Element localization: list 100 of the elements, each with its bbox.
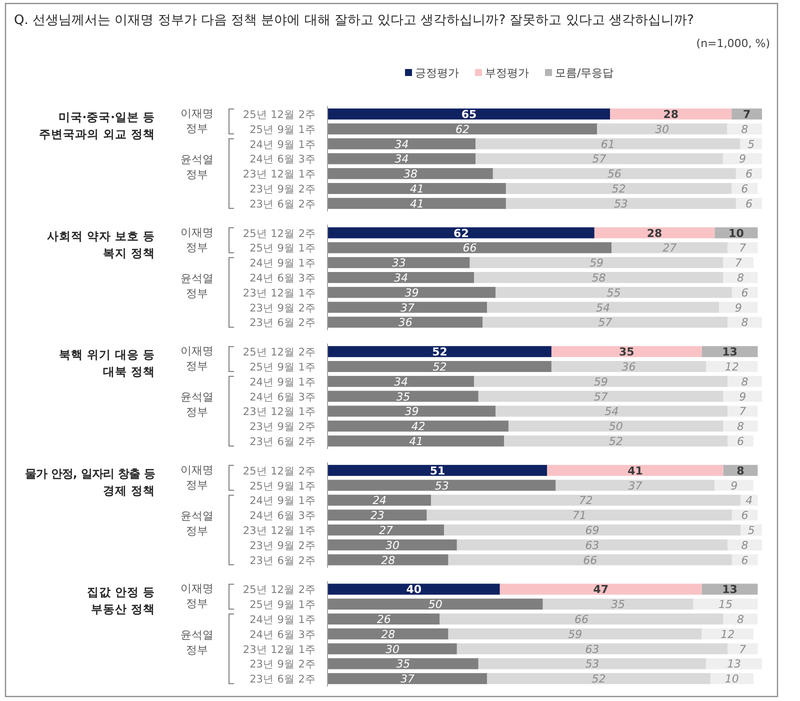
bar — [328, 554, 448, 566]
bar — [610, 108, 732, 120]
y-tick-label: 23년 9월 2주 — [250, 302, 316, 314]
y-tick-label: 23년 6월 2주 — [250, 198, 316, 210]
bar — [504, 436, 728, 446]
bar — [440, 614, 724, 624]
data-label: 9 — [730, 479, 738, 492]
y-tick-label: 23년 9월 2주 — [250, 421, 316, 434]
y-tick-label: 24년 9월 1주 — [250, 376, 316, 388]
data-label: 30 — [385, 642, 400, 656]
bar — [728, 539, 762, 550]
bar — [728, 376, 762, 387]
data-label: 30 — [655, 122, 670, 136]
chart-subtitle: (n=1,000, %) — [696, 37, 770, 50]
bar — [328, 361, 552, 372]
bar — [328, 673, 487, 684]
bar — [328, 198, 506, 209]
bar — [732, 108, 762, 120]
data-label: 30 — [385, 538, 400, 552]
text: 이재명 정부 — [180, 106, 214, 135]
y-tick-label: 24년 9월 1주 — [250, 614, 316, 626]
bar — [328, 420, 508, 432]
data-label: 41 — [628, 464, 643, 478]
data-label: 62 — [456, 122, 470, 136]
data-label: 53 — [614, 197, 628, 210]
bar — [556, 480, 715, 491]
data-label: 6 — [741, 509, 748, 522]
bar — [328, 406, 496, 417]
y-tick-label: 23년 9월 2주 — [250, 540, 316, 552]
data-label: 63 — [585, 538, 600, 552]
data-label: 8 — [737, 272, 744, 284]
y-tick-label: 24년 6월 3주 — [250, 628, 316, 641]
data-label: 8 — [737, 613, 744, 626]
bar — [328, 108, 610, 120]
bar — [474, 376, 728, 387]
data-label: 54 — [596, 301, 610, 314]
y-tick-label: 25년 12월 2주 — [242, 228, 316, 240]
data-label: 13 — [722, 346, 738, 359]
bar — [328, 257, 470, 268]
data-label: 50 — [428, 598, 442, 612]
bar — [500, 584, 702, 595]
bar — [478, 658, 706, 670]
text: 이재명 정부 — [180, 226, 214, 254]
data-label: 66 — [574, 613, 589, 626]
y-tick-label: 25년 9월 1주 — [250, 242, 316, 255]
data-label: 41 — [409, 435, 424, 448]
bar — [328, 390, 478, 402]
bar — [727, 123, 762, 134]
y-tick-label: 25년 12월 2주 — [242, 109, 316, 121]
data-label: 58 — [592, 272, 606, 284]
bar — [506, 183, 732, 194]
text: 윤석열 정부 — [180, 390, 214, 419]
y-tick-label: 25년 9월 1주 — [250, 124, 316, 136]
bar — [723, 272, 758, 283]
data-label: 52 — [432, 346, 448, 359]
y-tick-label: 24년 9월 1주 — [250, 138, 316, 151]
data-label: 33 — [392, 256, 406, 270]
data-label: 8 — [736, 464, 744, 478]
data-label: 54 — [604, 405, 619, 418]
bar — [456, 539, 728, 550]
data-label: 57 — [594, 390, 608, 404]
text: 이재명 정부 — [180, 344, 214, 373]
data-label: 38 — [403, 168, 418, 181]
bar — [328, 316, 483, 328]
bar — [328, 376, 474, 387]
bar — [328, 643, 457, 654]
data-label: 62 — [454, 226, 469, 240]
data-label: 35 — [611, 598, 626, 612]
data-label: 12 — [720, 628, 735, 641]
data-label: 8 — [741, 122, 748, 136]
data-label: 7 — [734, 256, 742, 270]
bar — [597, 123, 728, 134]
y-tick-label: 25년 12월 2주 — [242, 346, 316, 359]
bar — [328, 183, 506, 194]
bar — [328, 123, 598, 134]
bar — [722, 153, 762, 164]
bar — [448, 628, 702, 640]
y-tick-label: 24년 6월 3주 — [250, 510, 316, 522]
y-axis-title: 북핵 위기 대응 등 대북 정책 — [58, 348, 155, 379]
data-label: 24 — [372, 494, 387, 508]
y-tick-label: 23년 6월 2주 — [250, 554, 316, 567]
data-label: 52 — [432, 360, 447, 374]
bar — [328, 584, 500, 595]
bar — [328, 628, 448, 640]
data-label: 10 — [724, 672, 739, 686]
data-label: 56 — [607, 168, 622, 181]
data-label: 28 — [381, 628, 396, 641]
legend-label: 긍정평가 — [415, 66, 459, 80]
data-label: 53 — [585, 658, 600, 671]
y-tick-label: 25년 12월 2주 — [242, 584, 316, 596]
bar — [492, 168, 736, 180]
data-label: 41 — [410, 182, 424, 196]
data-label: 7 — [739, 642, 746, 656]
bar — [448, 554, 732, 566]
bar — [328, 510, 427, 521]
bar — [328, 138, 476, 150]
bar — [328, 346, 552, 358]
data-label: 35 — [396, 390, 410, 404]
data-label: 23 — [370, 509, 384, 522]
data-label: 40 — [406, 583, 422, 596]
